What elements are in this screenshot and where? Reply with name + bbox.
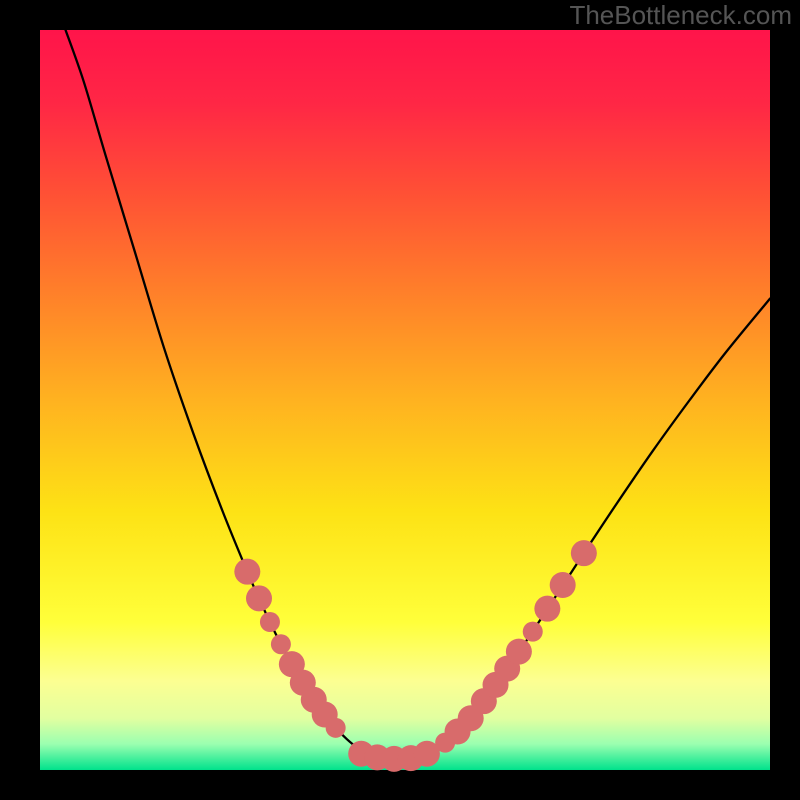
plot-gradient-background: [40, 30, 770, 770]
watermark-text: TheBottleneck.com: [569, 0, 792, 31]
data-marker: [271, 634, 291, 654]
bottleneck-chart: [0, 0, 800, 800]
data-marker: [260, 612, 280, 632]
data-marker: [523, 622, 543, 642]
data-marker: [234, 559, 260, 585]
data-marker: [571, 540, 597, 566]
data-marker: [550, 572, 576, 598]
data-marker: [506, 639, 532, 665]
chart-container: TheBottleneck.com: [0, 0, 800, 800]
data-marker: [246, 585, 272, 611]
data-marker: [326, 718, 346, 738]
data-marker: [534, 596, 560, 622]
